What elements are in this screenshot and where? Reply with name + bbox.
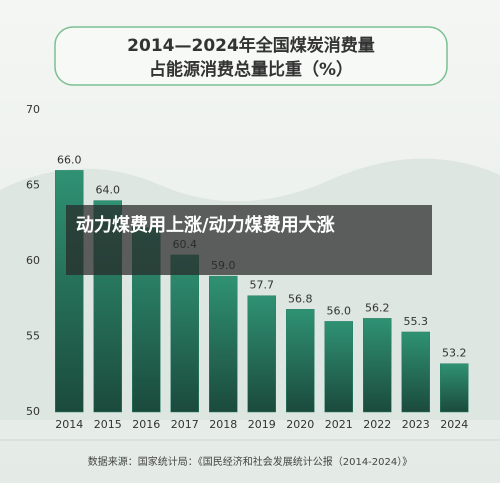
- x-tick-label: 2018: [209, 418, 237, 431]
- x-tick-label: 2022: [363, 418, 391, 431]
- x-tick-label: 2014: [55, 418, 83, 431]
- x-tick-label: 2017: [171, 418, 199, 431]
- chart-subtitle: 占能源消费总量比重（%）: [149, 59, 353, 80]
- y-tick-label: 60: [26, 254, 40, 267]
- bar: [247, 295, 276, 413]
- bar: [209, 275, 238, 413]
- value-label: 57.7: [250, 279, 275, 292]
- bar: [170, 254, 199, 413]
- x-tick-label: 2016: [132, 418, 160, 431]
- x-tick-label: 2015: [94, 418, 122, 431]
- x-tick-label: 2021: [325, 418, 353, 431]
- bar: [401, 331, 430, 413]
- title-box: [54, 26, 448, 86]
- bar: [324, 321, 353, 413]
- y-tick-label: 55: [26, 330, 40, 343]
- overlay-caption: 动力煤费用上涨/动力煤费用大涨: [66, 205, 432, 275]
- value-label: 66.0: [57, 153, 82, 166]
- y-tick-label: 50: [26, 405, 40, 418]
- x-tick-label: 2019: [248, 418, 276, 431]
- value-label: 56.8: [288, 292, 313, 305]
- value-label: 53.2: [442, 347, 467, 360]
- x-tick-label: 2024: [440, 418, 468, 431]
- y-tick-label: 70: [26, 103, 40, 116]
- bar: [363, 318, 392, 413]
- source: 数据来源：国家统计局：《国民经济和社会发展统计公报（2014-2024）》: [88, 455, 413, 468]
- value-label: 64.0: [96, 184, 121, 197]
- x-tick-label: 2023: [402, 418, 430, 431]
- value-label: 55.3: [404, 315, 429, 328]
- y-tick-label: 65: [26, 179, 40, 192]
- bar: [286, 309, 315, 413]
- value-label: 56.2: [365, 301, 390, 314]
- chart-title: 2014—2024年全国煤炭消费量: [127, 35, 375, 56]
- value-label: 56.0: [327, 304, 352, 317]
- x-tick-label: 2020: [286, 418, 314, 431]
- bar: [440, 363, 469, 413]
